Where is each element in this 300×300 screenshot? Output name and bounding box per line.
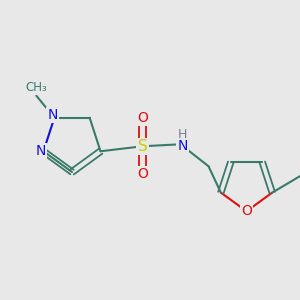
Text: S: S [138,139,147,154]
Text: CH₃: CH₃ [26,81,47,94]
Text: N: N [35,144,46,158]
Text: H: H [178,128,187,141]
Text: O: O [137,167,148,181]
Text: O: O [241,204,252,218]
Text: O: O [137,111,148,125]
Text: N: N [47,108,58,122]
Text: N: N [177,139,188,153]
